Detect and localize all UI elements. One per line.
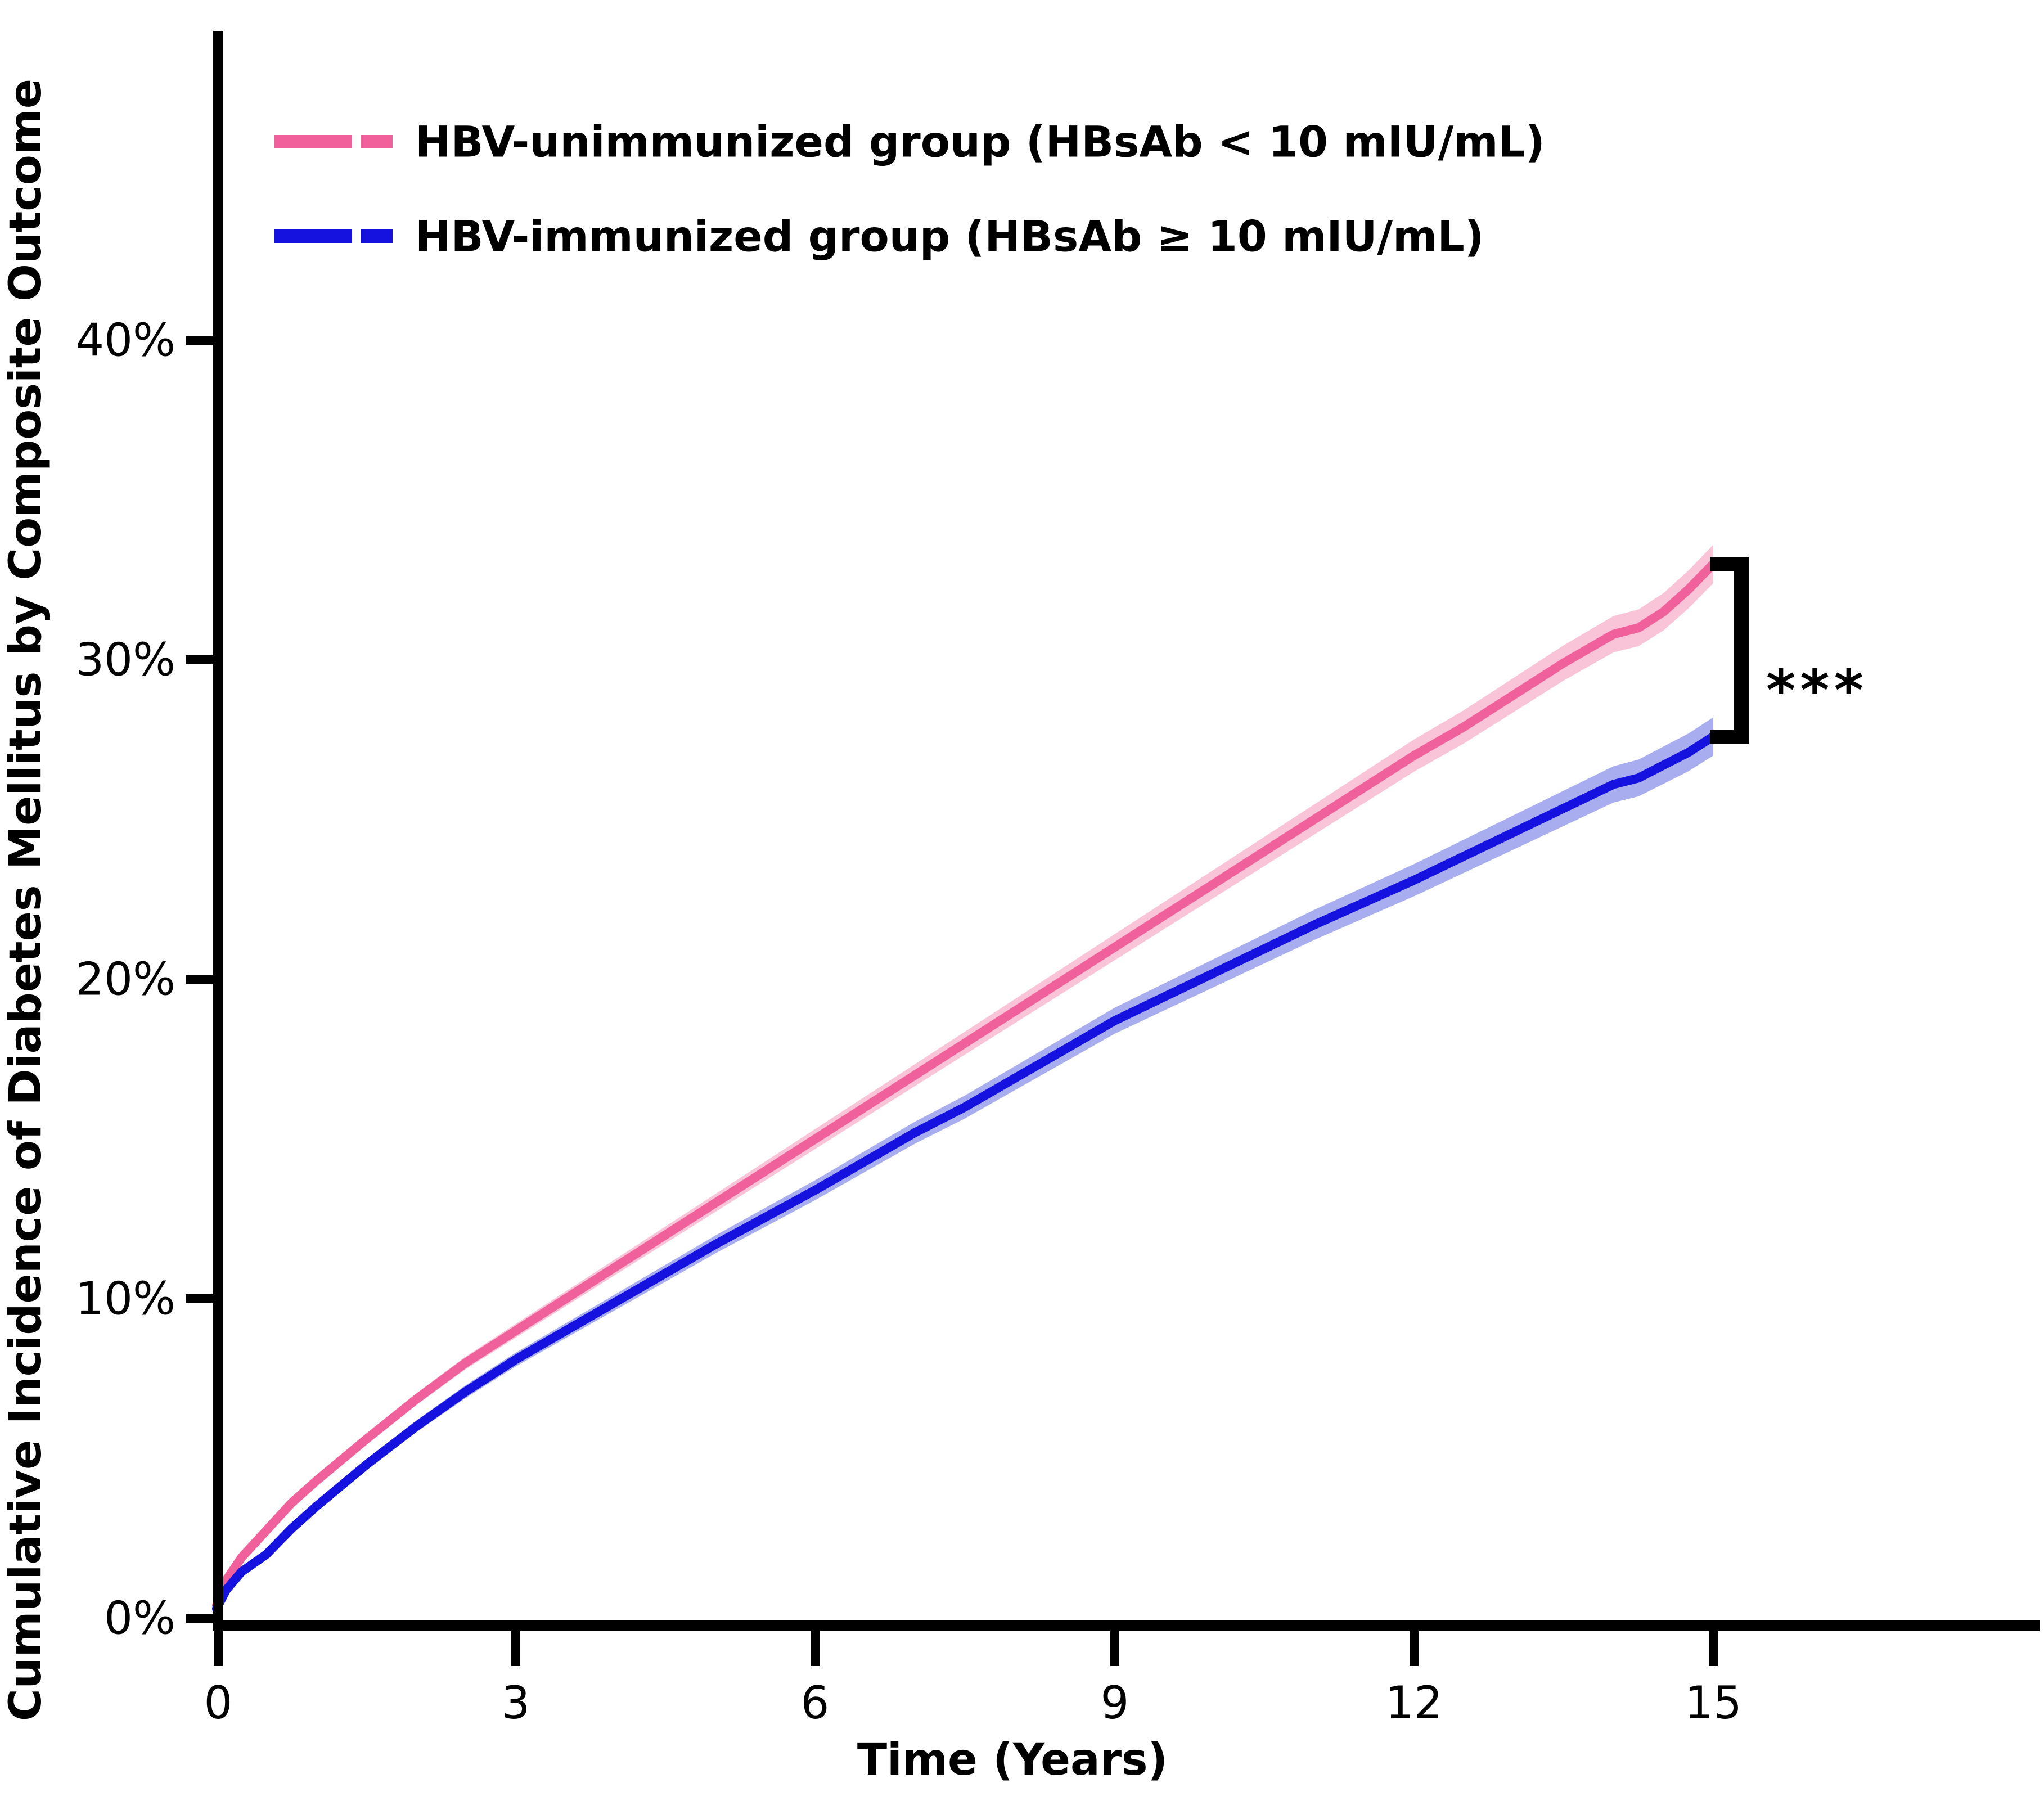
x-tick-label-3: 3	[502, 1677, 530, 1729]
confidence-bands-layer	[217, 544, 1713, 1613]
y-axis-title: Cumulative Incidence of Diabetes Mellitu…	[1, 79, 51, 1721]
legend-label-unimmunized: HBV-unimmunized group (HBsAb < 10 mIU/mL…	[415, 117, 1545, 167]
x-tick-label-12: 12	[1385, 1677, 1443, 1729]
curve-immunized	[212, 732, 1718, 1613]
x-tick-label-15: 15	[1685, 1677, 1742, 1729]
y-tick-label-10: 10%	[75, 1273, 175, 1325]
curve-unimmunized	[212, 559, 1718, 1610]
significance-stars: ***	[1766, 658, 1868, 723]
x-tick-label-9: 9	[1101, 1677, 1129, 1729]
x-axis-tick-labels: 0 3 6 9 12 15	[204, 1677, 1742, 1729]
legend: HBV-unimmunized group (HBsAb < 10 mIU/mL…	[274, 117, 1545, 262]
x-axis-ticks	[214, 1631, 1718, 1666]
x-tick-label-0: 0	[204, 1677, 233, 1729]
y-tick-label-40: 40%	[75, 314, 175, 367]
x-axis-title: Time (Years)	[857, 1735, 1168, 1785]
significance-annotation: ***	[1710, 557, 1868, 744]
x-tick-label-6: 6	[801, 1677, 830, 1729]
legend-label-immunized: HBV-immunized group (HBsAb ≥ 10 mIU/mL)	[415, 211, 1484, 262]
y-axis-tick-labels: 0% 10% 20% 30% 40%	[75, 314, 175, 1645]
comparison-bracket	[1710, 557, 1749, 744]
axes	[213, 31, 2040, 1631]
y-tick-label-20: 20%	[75, 953, 175, 1006]
confidence-band-unimmunized	[217, 544, 1713, 1610]
y-axis-ticks	[186, 336, 219, 1623]
survival-curves-layer	[212, 559, 1718, 1613]
y-tick-label-30: 30%	[75, 634, 175, 686]
confidence-band-immunized	[217, 717, 1713, 1613]
y-tick-label-0: 0%	[104, 1592, 175, 1645]
